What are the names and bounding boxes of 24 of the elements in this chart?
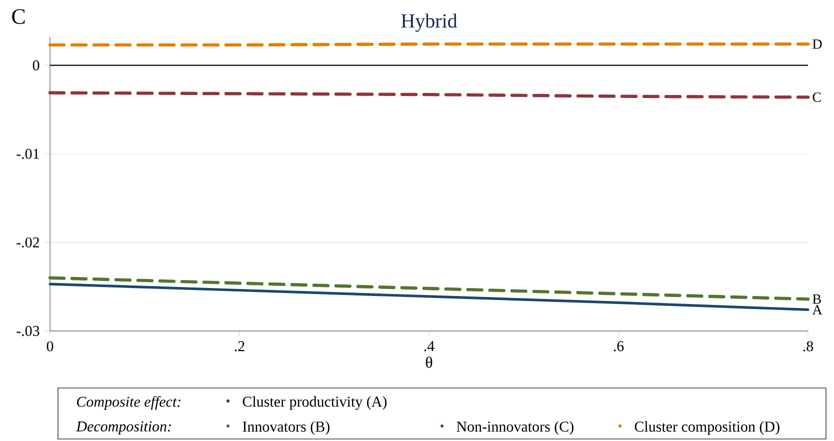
legend-label: Innovators (B) bbox=[242, 421, 330, 435]
legend-label: Cluster composition (D) bbox=[634, 421, 780, 435]
y-tick-label: 0 bbox=[32, 60, 40, 70]
text: Decomposition: bbox=[76, 421, 171, 435]
y-tick-label: -.01 bbox=[16, 148, 39, 159]
legend-label: Cluster productivity (A) bbox=[242, 396, 387, 410]
text: C bbox=[812, 92, 821, 102]
text: B bbox=[812, 294, 821, 304]
x-axis-title: θ bbox=[426, 356, 432, 368]
y-tick-label: -.02 bbox=[16, 237, 39, 248]
line-series bbox=[48, 282, 810, 312]
text: C bbox=[12, 9, 25, 24]
x-tick-label: .6 bbox=[614, 341, 624, 352]
text: D bbox=[812, 39, 822, 49]
legend-label: Non-innovators (C) bbox=[456, 421, 574, 435]
line-series bbox=[48, 276, 810, 301]
chart-title: Hybrid bbox=[401, 14, 458, 32]
text: A bbox=[812, 305, 822, 314]
x-tick-label: 0 bbox=[46, 341, 54, 352]
text: Composite effect: bbox=[77, 396, 180, 410]
x-tick-label: .8 bbox=[803, 341, 814, 352]
x-tick-label: .4 bbox=[424, 341, 434, 352]
x-tick-label: .2 bbox=[234, 341, 244, 352]
y-tick-label: -.03 bbox=[16, 326, 40, 336]
